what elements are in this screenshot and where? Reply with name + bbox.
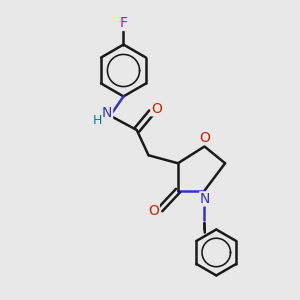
Text: N: N (102, 106, 112, 120)
Text: N: N (200, 192, 210, 206)
Text: F: F (119, 16, 128, 30)
Text: O: O (148, 204, 159, 218)
Text: H: H (92, 114, 102, 127)
Text: O: O (151, 102, 162, 116)
Text: O: O (200, 130, 211, 145)
